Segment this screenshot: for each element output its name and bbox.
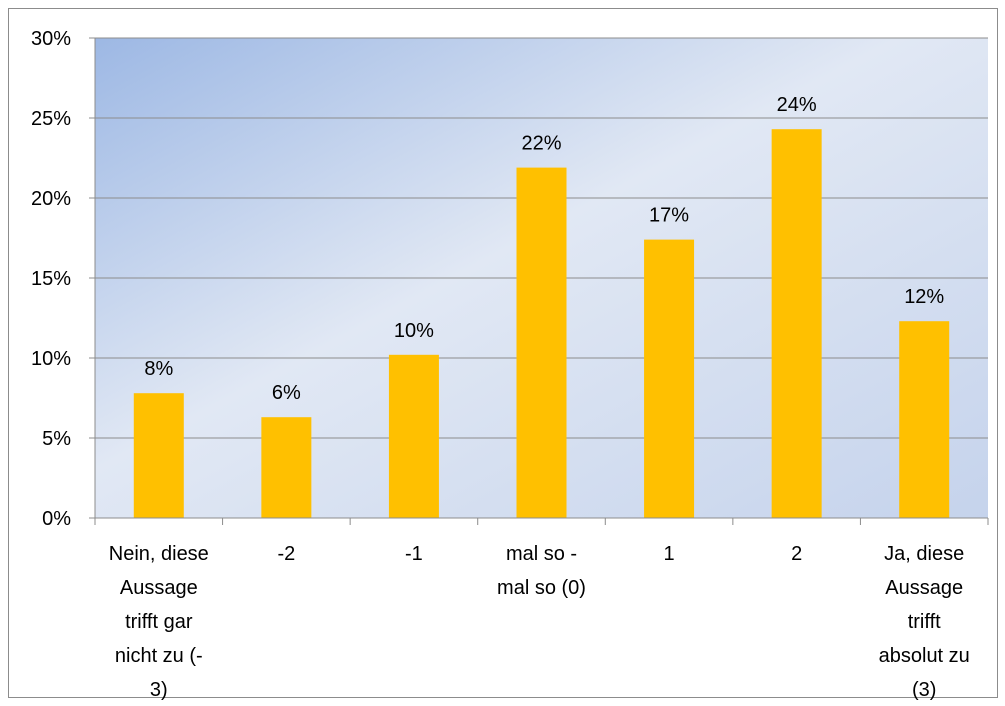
y-tick-label: 10% — [31, 348, 71, 370]
y-tick-label: 30% — [31, 28, 71, 50]
category-label: Nein, diese Aussage trifft gar nicht zu (- 3… — [109, 543, 209, 701]
labels: 0% 5% 10% 15% 20% 25% 30% 8% Nein, diese Aussage t… — [31, 28, 970, 701]
category-label: -2 — [277, 543, 295, 565]
y-tick-label: 20% — [31, 188, 71, 210]
category-label-line: Aussage — [885, 577, 963, 599]
data-label: 17% — [649, 205, 689, 227]
y-tick-label: 15% — [31, 268, 71, 290]
bar — [261, 417, 312, 518]
category-label-line: mal so - — [506, 543, 577, 565]
data-label: 24% — [777, 94, 817, 116]
category-label: 2 — [791, 543, 802, 565]
bar — [516, 167, 567, 518]
data-label: 12% — [904, 286, 944, 308]
category-label-line: -1 — [405, 543, 423, 565]
category-label: 1 — [664, 543, 675, 565]
category-label-line: -2 — [277, 543, 295, 565]
axes — [89, 37, 989, 525]
y-tick-label: 25% — [31, 108, 71, 130]
category-label: -1 — [405, 543, 423, 565]
y-tick-label: 0% — [42, 508, 71, 530]
category-label-line: trifft gar — [125, 611, 193, 633]
bar — [644, 239, 695, 518]
category-label-line: nicht zu (- — [115, 645, 203, 667]
category-label-line: 3) — [150, 679, 168, 701]
category-label-line: absolut zu — [879, 645, 970, 667]
data-label: 10% — [394, 320, 434, 342]
category-label-line: trifft — [908, 611, 941, 633]
bar — [388, 354, 439, 518]
category-label-line: Nein, diese — [109, 543, 209, 565]
category-label: mal so - mal so (0) — [497, 543, 586, 599]
bar — [771, 129, 822, 518]
category-label-line: mal so (0) — [497, 577, 586, 599]
category-label: Ja, diese Aussage trifft absolut zu (3) — [879, 543, 970, 701]
bars — [133, 129, 950, 518]
data-label: 22% — [521, 133, 561, 155]
y-tick-label: 5% — [42, 428, 71, 450]
bar — [899, 321, 950, 518]
category-label-line: Aussage — [120, 577, 198, 599]
category-label-line: Ja, diese — [884, 543, 964, 565]
category-label-line: 1 — [664, 543, 675, 565]
data-label: 8% — [144, 358, 173, 380]
category-label-line: 2 — [791, 543, 802, 565]
bar — [133, 393, 184, 518]
data-label: 6% — [272, 382, 301, 404]
category-label-line: (3) — [912, 679, 936, 701]
